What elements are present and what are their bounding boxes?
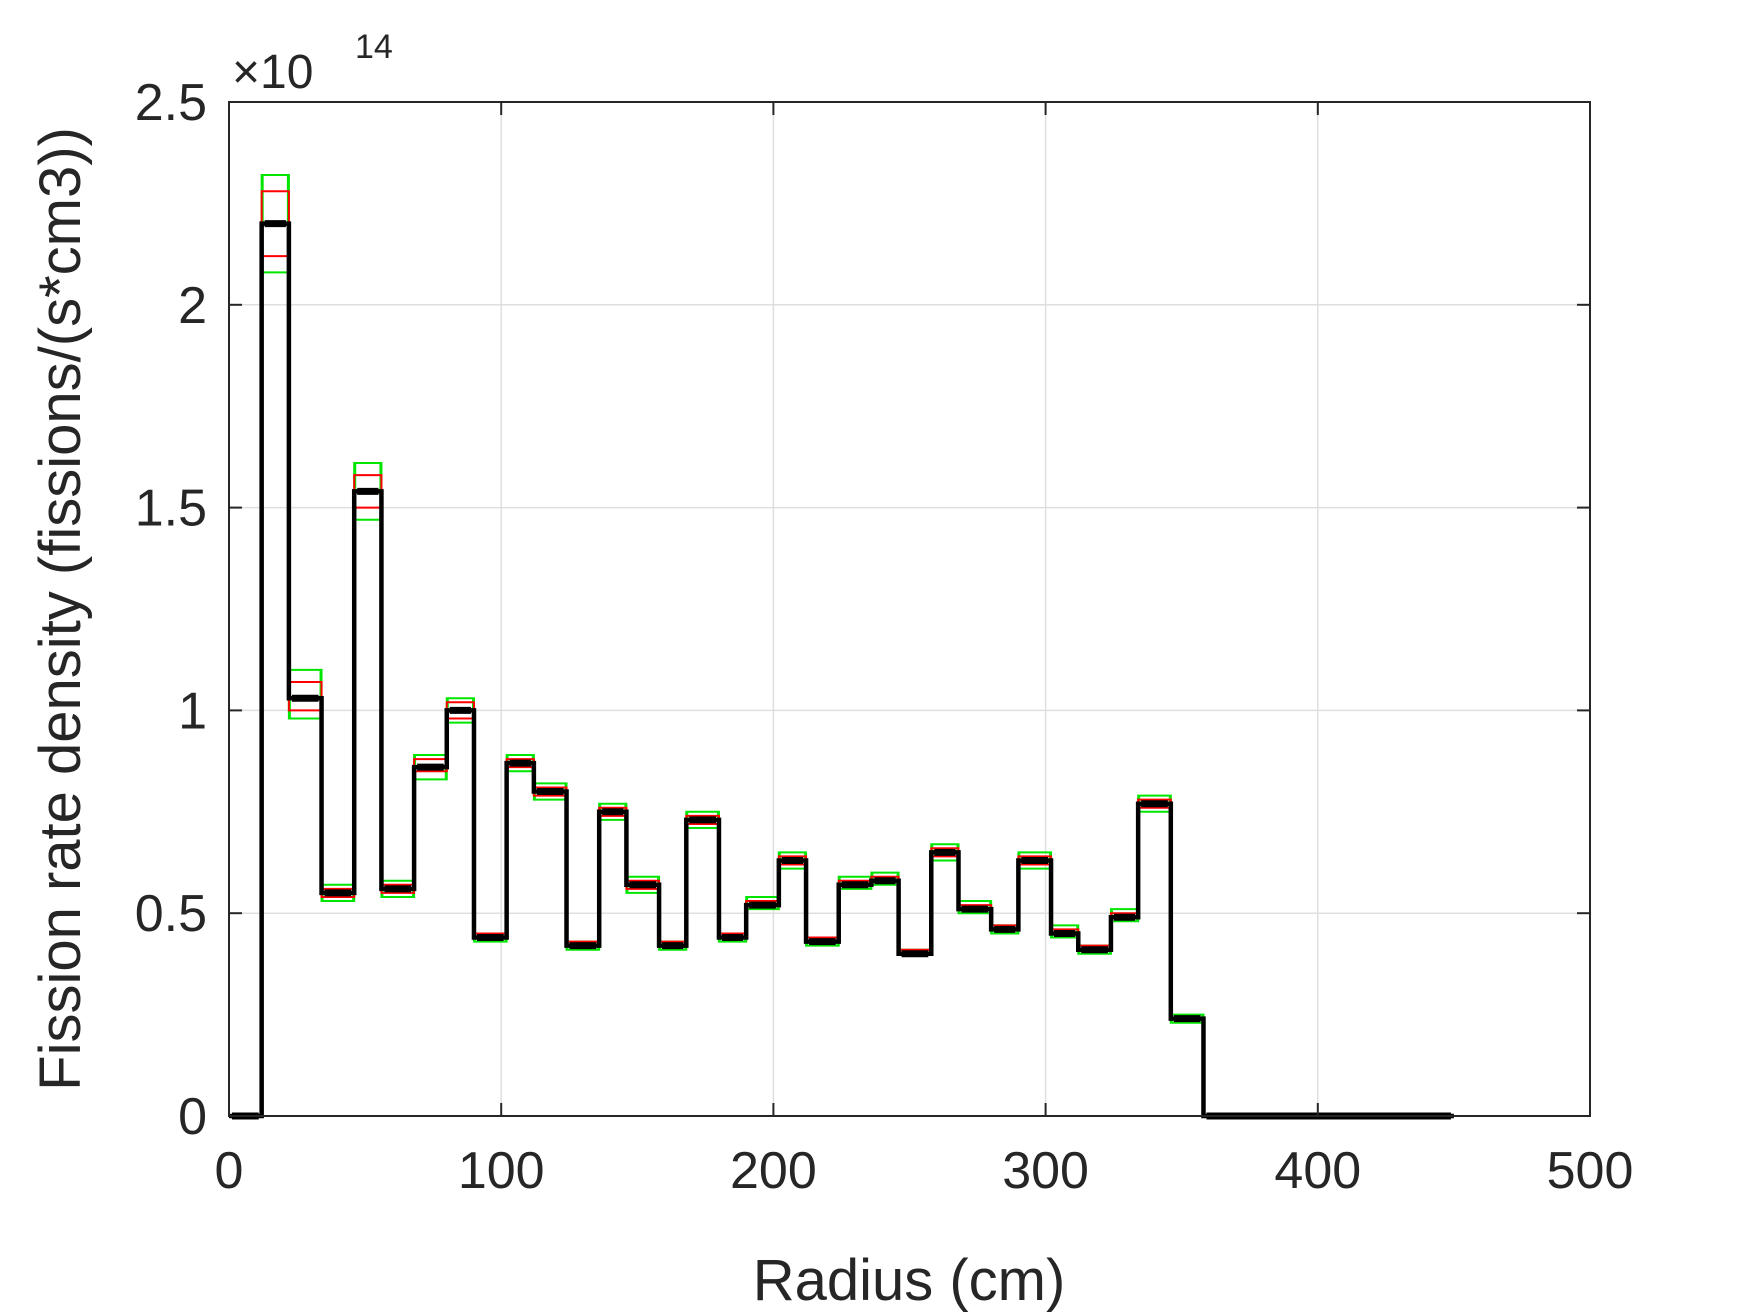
plot-frame <box>228 101 1591 1117</box>
x-tick-label: 200 <box>730 1142 817 1200</box>
y-tick-label: 1.5 <box>135 480 207 538</box>
x-tick-label: 100 <box>458 1142 545 1200</box>
outer-band-low-line <box>229 271 1454 1117</box>
y-tick-label: 2 <box>178 277 207 335</box>
x-tick-label: 300 <box>1002 1142 1089 1200</box>
y-multiplier-base: ×10 <box>232 46 313 99</box>
x-tick-label: 500 <box>1547 1142 1634 1200</box>
y-tick-label: 0 <box>178 1088 207 1146</box>
plot-background <box>229 102 1590 1116</box>
series-layer <box>229 174 1454 1120</box>
y-axis-title: Fission rate density (fissions/(s*cm3)) <box>28 127 93 1091</box>
y-tick-label: 0.5 <box>135 885 207 943</box>
inner-band-high-line <box>229 190 1454 1117</box>
y-multiplier-exponent: 14 <box>355 28 393 66</box>
x-axis-title: Radius (cm) <box>753 1248 1066 1313</box>
ticks: 0 100 200 300 400 500 0 0.5 1 1.5 2 2.5 <box>135 74 1634 1200</box>
y-axis-multiplier: ×10 14 <box>232 28 393 99</box>
y-tick-label: 1 <box>178 682 207 740</box>
x-tick-label: 0 <box>215 1142 244 1200</box>
y-tick-label: 2.5 <box>135 74 207 132</box>
x-tick-label: 400 <box>1274 1142 1361 1200</box>
